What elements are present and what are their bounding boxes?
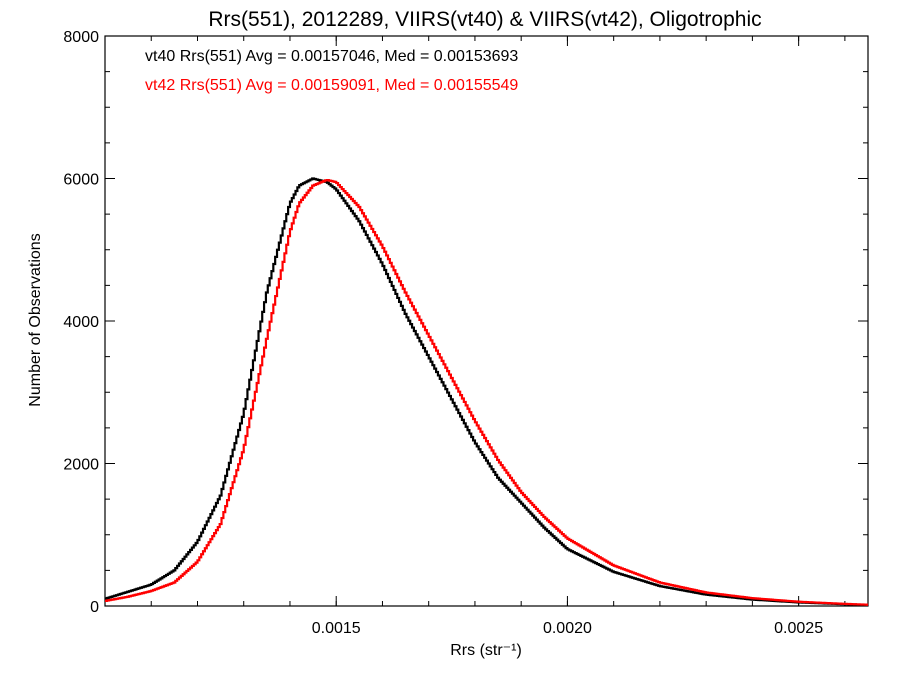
- legend-entry-vt42: vt42 Rrs(551) Avg = 0.00159091, Med = 0.…: [145, 77, 518, 94]
- x-axis-label: Rrs (str⁻¹): [450, 642, 522, 659]
- plot-area-frame: [104, 35, 869, 607]
- series-line-vt40: [105, 177, 869, 607]
- tick-labels: 0.0015 0.0020 0.0025 0 2000 4000 6000 8000: [63, 29, 823, 637]
- x-tick-label: 0.0015: [312, 620, 361, 637]
- legend-entry-vt40: vt40 Rrs(551) Avg = 0.00157046, Med = 0.…: [145, 48, 518, 65]
- x-tick-label: 0.0025: [774, 620, 823, 637]
- series-line-vt42: [105, 179, 869, 606]
- chart-title: Rrs(551), 2012289, VIIRS(vt40) & VIIRS(v…: [208, 8, 761, 31]
- y-tick-label: 8000: [63, 29, 99, 46]
- series-layer: [105, 177, 869, 607]
- x-tick-label: 0.0020: [543, 620, 592, 637]
- y-tick-label: 6000: [63, 172, 99, 189]
- axis-ticks: [104, 35, 868, 607]
- y-tick-label: 2000: [63, 457, 99, 474]
- y-tick-label: 0: [90, 599, 99, 616]
- y-axis-label: Number of Observations: [27, 233, 44, 406]
- y-tick-label: 4000: [63, 314, 99, 331]
